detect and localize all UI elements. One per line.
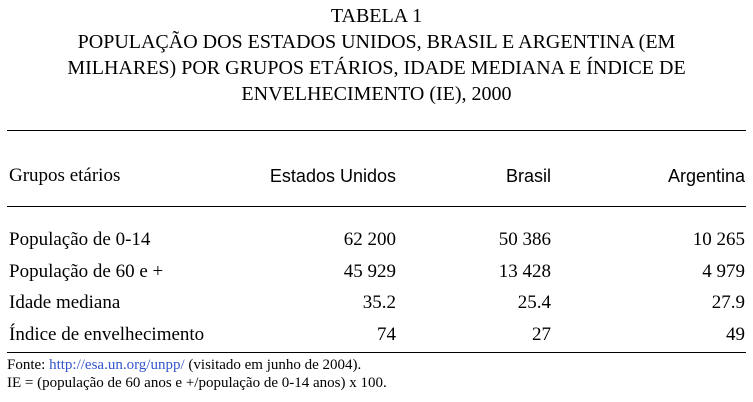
column-header: Argentina <box>667 166 745 186</box>
row-label: População de 0-14 <box>9 229 151 250</box>
column-header: Estados Unidos <box>269 166 396 186</box>
formula-note: IE = (população de 60 anos e +/população… <box>7 375 387 391</box>
cell-value: 4 979 <box>702 261 745 282</box>
column-header: Brasil <box>505 166 551 186</box>
column-header: Grupos etários <box>9 165 121 186</box>
source-note: (visitado em junho de 2004). <box>188 357 362 373</box>
title-line: MILHARES) POR GRUPOS ETÁRIOS, IDADE MEDI… <box>67 57 686 79</box>
cell-value: 35.2 <box>362 292 396 313</box>
title-line: POPULAÇÃO DOS ESTADOS UNIDOS, BRASIL E A… <box>77 31 676 53</box>
source-link[interactable]: http://esa.un.org/unpp/ <box>49 357 185 373</box>
cell-value: 74 <box>377 324 396 345</box>
cell-value: 13 428 <box>498 261 551 282</box>
cell-value: 10 265 <box>692 229 745 250</box>
cell-value: 50 386 <box>498 229 551 250</box>
cell-value: 25.4 <box>517 292 551 313</box>
row-label: População de 60 e + <box>9 261 164 282</box>
cell-value: 27.9 <box>711 292 745 313</box>
source: Fonte: http://esa.un.org/unpp/ (visitado… <box>7 356 361 374</box>
source-label: Fonte: <box>7 357 46 373</box>
cell-value: 62 200 <box>343 229 396 250</box>
cell-value: 49 <box>726 324 745 345</box>
rule <box>7 206 746 207</box>
row-label: Idade mediana <box>9 292 121 313</box>
rule <box>7 352 746 353</box>
table-label: TABELA 1 <box>330 5 423 27</box>
title-line: ENVELHECIMENTO (IE), 2000 <box>241 83 512 105</box>
rule <box>7 130 746 131</box>
cell-value: 27 <box>532 324 551 345</box>
row-label: Índice de envelhecimento <box>9 324 205 345</box>
cell-value: 45 929 <box>343 261 396 282</box>
